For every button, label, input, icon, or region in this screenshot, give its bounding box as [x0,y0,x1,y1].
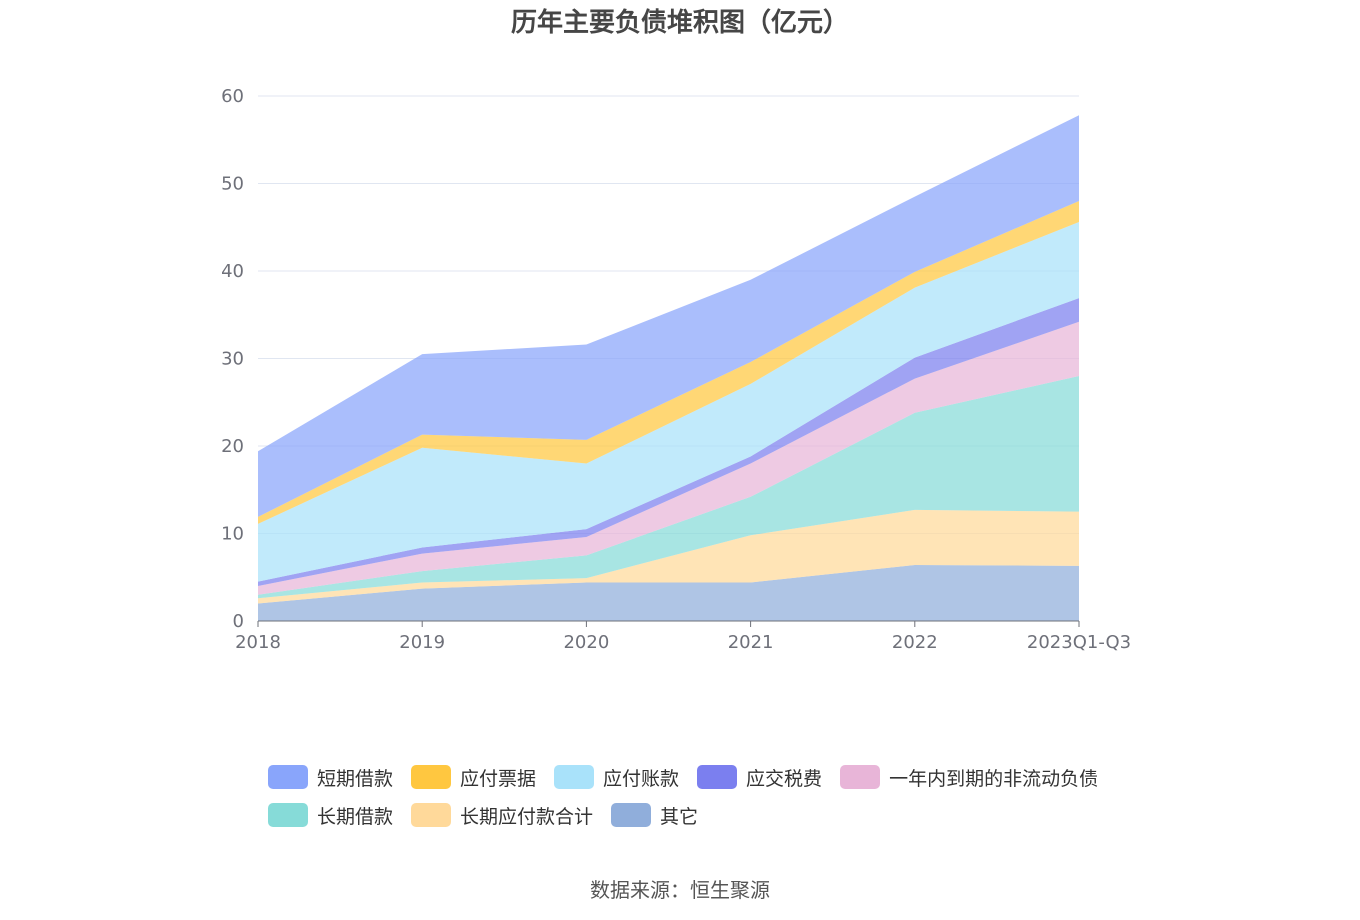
legend-swatch [611,803,652,827]
legend-label: 其它 [660,805,699,828]
y-tick-label: 50 [221,174,244,195]
legend: 短期借款 应付票据 应付账款 应交税费 一年内到期的非流动负债长期借款 长期应付款合计 其它 [268,758,1128,834]
legend-item[interactable]: 其它 [611,802,698,829]
legend-item[interactable]: 应交税费 [697,764,822,791]
legend-label: 应付票据 [460,767,537,790]
area-series-5[interactable] [258,222,1079,582]
y-tick-label: 30 [221,349,244,370]
area-series-2[interactable] [258,376,1079,599]
legend-item[interactable]: 应付票据 [411,764,536,791]
legend-item[interactable]: 短期借款 [268,764,393,791]
legend-label: 应付账款 [603,767,680,790]
legend-label: 应交税费 [746,767,823,790]
legend-swatch [697,765,738,789]
legend-swatch [840,765,881,789]
y-tick-label: 0 [233,611,244,632]
legend-row: 短期借款 应付票据 应付账款 应交税费 一年内到期的非流动负债 [268,758,1128,796]
legend-swatch [411,765,452,789]
area-series-1[interactable] [258,509,1079,604]
legend-item[interactable]: 应付账款 [554,764,679,791]
legend-row: 长期借款 长期应付款合计 其它 [268,796,1128,834]
x-tick-label: 2021 [728,632,774,653]
legend-label: 一年内到期的非流动负债 [889,767,1099,790]
x-tick-label: 2020 [563,632,609,653]
legend-swatch [411,803,452,827]
legend-item[interactable]: 长期借款 [268,802,393,829]
y-tick-label: 10 [221,524,244,545]
x-tick-label: 2018 [235,632,281,653]
x-tick-label: 2019 [399,632,445,653]
chart-title: 历年主要负债堆积图（亿元） [510,8,849,38]
x-axis [257,620,1080,627]
y-tick-label: 60 [221,86,244,107]
x-tick-label: 2022 [892,632,938,653]
legend-item[interactable]: 长期应付款合计 [411,802,593,829]
legend-label: 长期应付款合计 [460,805,594,828]
area-series-0[interactable] [258,565,1079,621]
y-tick-label: 40 [221,261,244,282]
y-tick-label: 20 [221,436,244,457]
stacked-areas [258,115,1079,621]
legend-item[interactable]: 一年内到期的非流动负债 [840,764,1098,791]
axis-labels: 0 10 20 30 40 50 60 2018 2019 2020 2021 2022 2023Q1-… [221,86,1131,653]
legend-swatch [554,765,595,789]
data-source-note: 数据来源：恒生聚源 [590,878,770,902]
legend-swatch [268,765,308,789]
legend-label: 短期借款 [317,767,394,790]
x-tick-label: 2023Q1-Q3 [1027,632,1131,653]
legend-swatch [268,803,308,827]
area-series-7[interactable] [258,115,1079,517]
chart-plot-area: 0 10 20 30 40 50 60 2018 2019 2020 2021 2022 2023Q1-… [221,86,1131,653]
legend-label: 长期借款 [317,805,394,828]
area-series-6[interactable] [258,201,1079,524]
